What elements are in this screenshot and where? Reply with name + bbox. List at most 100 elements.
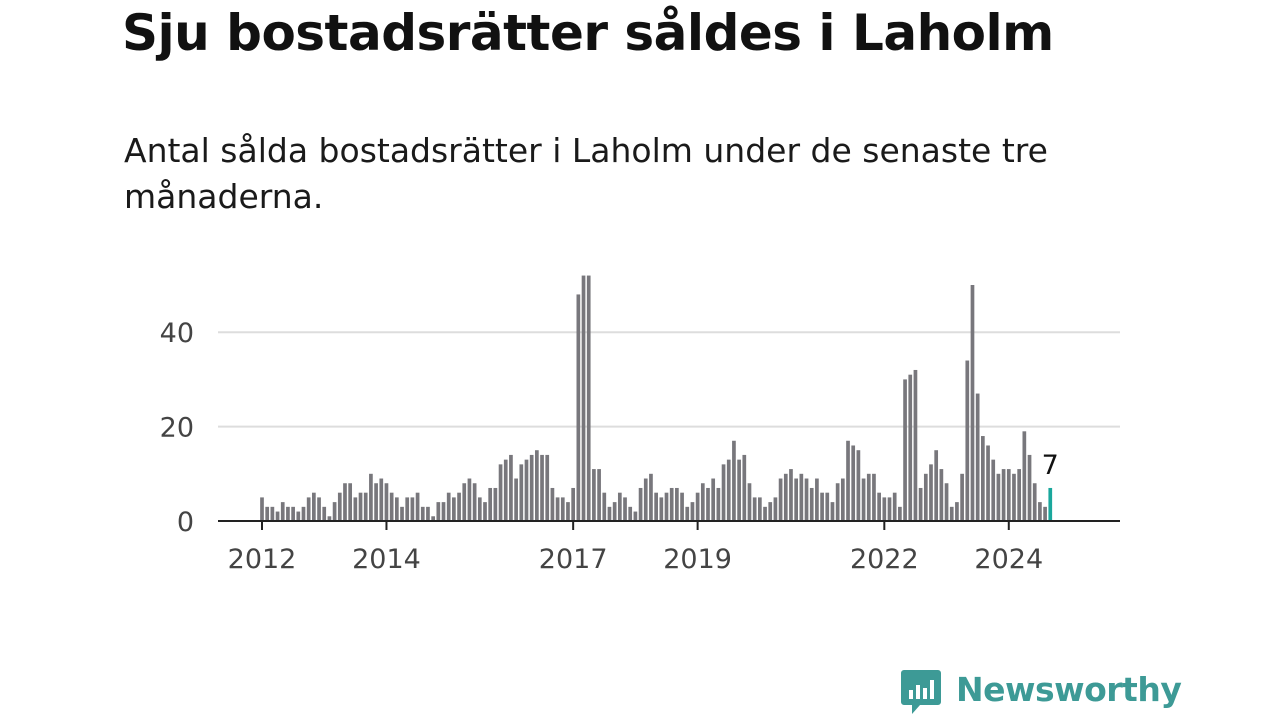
bar bbox=[732, 440, 736, 521]
bar bbox=[747, 483, 752, 521]
bar bbox=[944, 483, 949, 521]
bar bbox=[783, 473, 788, 521]
bar bbox=[877, 492, 881, 521]
bar bbox=[312, 492, 316, 521]
bars bbox=[260, 275, 1053, 521]
bar bbox=[592, 469, 596, 521]
bar bbox=[332, 502, 337, 521]
bar bbox=[628, 506, 633, 521]
bar bbox=[529, 454, 534, 521]
bar bbox=[353, 497, 358, 521]
bar bbox=[638, 487, 643, 521]
bar bbox=[700, 483, 705, 521]
bar bbox=[586, 275, 591, 521]
bar bbox=[835, 483, 840, 521]
bar bbox=[286, 506, 290, 521]
bar bbox=[576, 294, 581, 521]
bar bbox=[758, 497, 762, 521]
bar bbox=[337, 492, 342, 521]
bar bbox=[986, 445, 990, 521]
bar bbox=[726, 459, 731, 521]
bar bbox=[509, 454, 513, 521]
bar bbox=[1027, 454, 1032, 521]
bar bbox=[675, 487, 679, 521]
bar bbox=[379, 478, 384, 521]
bar bbox=[1012, 473, 1016, 521]
bar bbox=[872, 473, 876, 521]
bar bbox=[685, 506, 690, 521]
bar bbox=[1006, 469, 1011, 521]
bar bbox=[270, 506, 275, 521]
bar bbox=[960, 473, 964, 521]
bar bbox=[514, 478, 518, 521]
bar bbox=[623, 497, 627, 521]
bar bbox=[830, 502, 835, 521]
bar bbox=[384, 483, 389, 521]
y-tick-label: 20 bbox=[160, 413, 194, 444]
bar bbox=[804, 478, 809, 521]
bar bbox=[690, 502, 695, 521]
bar bbox=[965, 360, 970, 521]
bar bbox=[306, 497, 311, 521]
x-tick-label: 2019 bbox=[663, 544, 732, 575]
bar bbox=[343, 483, 347, 521]
bar bbox=[426, 506, 430, 521]
bar bbox=[410, 497, 415, 521]
bar bbox=[856, 450, 861, 521]
y-tick-label: 40 bbox=[160, 318, 194, 349]
bar bbox=[260, 497, 264, 521]
bar bbox=[970, 285, 975, 521]
bar bbox=[524, 459, 529, 521]
bar bbox=[996, 473, 1001, 521]
labels: 0 20 40 2012 2014 2017 2019 2022 2024 7 bbox=[160, 318, 1059, 575]
bar bbox=[394, 497, 399, 521]
bar bbox=[929, 464, 933, 521]
bar bbox=[560, 497, 565, 521]
highlight-value-label: 7 bbox=[1042, 450, 1059, 481]
bar bbox=[457, 492, 461, 521]
newsworthy-logo-icon bbox=[901, 670, 941, 714]
bar bbox=[695, 492, 700, 521]
x-tick-label: 2014 bbox=[352, 544, 421, 575]
bar bbox=[519, 464, 524, 521]
bar bbox=[918, 487, 923, 521]
bar-highlight bbox=[1048, 487, 1053, 521]
bar bbox=[955, 502, 959, 521]
bar bbox=[840, 478, 845, 521]
bar bbox=[752, 497, 757, 521]
bar bbox=[358, 492, 363, 521]
bar bbox=[540, 454, 544, 521]
bar bbox=[405, 497, 410, 521]
bar bbox=[363, 492, 368, 521]
bar bbox=[659, 497, 664, 521]
bar bbox=[716, 487, 721, 521]
newsworthy-logo-text: Newsworthy bbox=[956, 670, 1182, 709]
bar bbox=[431, 516, 435, 521]
bar bbox=[913, 369, 918, 521]
bar bbox=[789, 469, 793, 521]
bar bbox=[799, 473, 804, 521]
bar bbox=[535, 450, 539, 521]
chart-subtitle: Antal sålda bostadsrätter i Laholm under… bbox=[124, 131, 1048, 216]
bar bbox=[898, 506, 902, 521]
y-tick-label: 0 bbox=[177, 507, 194, 538]
bar bbox=[369, 473, 373, 521]
gridlines bbox=[218, 331, 1120, 428]
bar bbox=[643, 478, 648, 521]
bar bbox=[498, 464, 503, 521]
bar bbox=[711, 478, 716, 521]
bar bbox=[846, 440, 850, 521]
bar bbox=[581, 275, 586, 521]
bar bbox=[322, 506, 327, 521]
bar bbox=[301, 506, 306, 521]
bar bbox=[1017, 469, 1022, 521]
bar bbox=[706, 487, 710, 521]
bar bbox=[1038, 502, 1042, 521]
bar bbox=[472, 483, 477, 521]
bar bbox=[934, 450, 939, 521]
bar bbox=[452, 497, 456, 521]
bar bbox=[348, 483, 353, 521]
x-tick-label: 2012 bbox=[228, 544, 297, 575]
bar bbox=[296, 511, 301, 521]
bar bbox=[820, 492, 824, 521]
